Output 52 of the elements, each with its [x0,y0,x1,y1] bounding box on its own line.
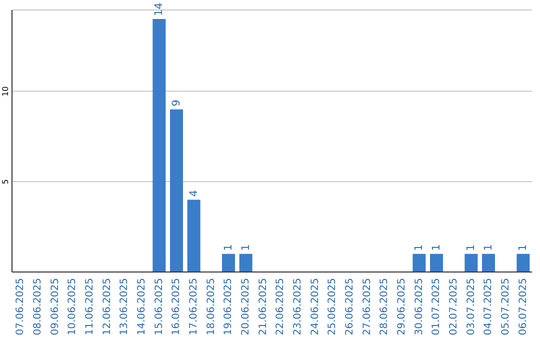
data-label: 1 [482,244,494,251]
x-tick-label: 02.07.2025 [448,278,460,336]
x-tick-label: 09.06.2025 [50,278,61,336]
bar [516,254,530,272]
x-tick-label: 08.06.2025 [32,278,44,336]
bar [152,19,166,272]
x-tick-label: 25.06.2025 [327,278,338,336]
data-label: 14 [153,2,166,16]
data-label: 1 [430,244,442,251]
data-label: 4 [188,190,200,197]
y-tick-label: 10 [1,86,10,96]
bar [239,254,252,272]
data-label: 9 [170,100,182,106]
x-tick-label: 07.06.2025 [15,278,26,336]
x-tick-label: 12.06.2025 [102,278,113,336]
x-tick-label: 19.06.2025 [223,278,234,336]
x-tick-label: 21.06.2025 [258,278,269,336]
x-tick-label: 06.07.2025 [518,278,529,336]
bar [187,200,200,272]
x-tick-label: 26.06.2025 [344,278,356,336]
y-tick-label: 5 [1,179,10,184]
data-label: 1 [222,244,234,251]
bar [482,254,495,272]
x-tick-label: 01.07.2025 [431,278,442,336]
x-tick-label: 24.06.2025 [310,278,321,336]
x-tick-label: 10.06.2025 [67,278,78,336]
data-label: 1 [465,244,478,251]
bar [170,109,183,272]
x-tick-label: 30.06.2025 [414,278,425,336]
x-tick-label: 20.06.2025 [240,278,252,336]
x-tick-label: 29.06.2025 [396,278,408,336]
bar [412,254,426,272]
x-tick-label: 28.06.2025 [379,278,390,336]
bar [222,254,235,272]
x-tick-label: 18.06.2025 [206,278,217,336]
x-tick-label: 16.06.2025 [171,278,182,336]
x-tick-label: 22.06.2025 [275,278,286,336]
bar [430,254,443,272]
x-tick-label: 23.06.2025 [292,278,304,336]
x-tick-label: 14.06.2025 [136,278,148,336]
data-label: 1 [240,244,252,251]
x-tick-label: 05.07.2025 [500,278,512,336]
x-tick-label: 04.07.2025 [483,278,494,336]
data-label: 1 [517,244,530,251]
bar [464,254,478,272]
x-tick-label: 03.07.2025 [466,278,477,336]
x-tick-label: 13.06.2025 [119,278,130,336]
x-tick-label: 15.06.2025 [154,278,165,336]
x-tick-label: 17.06.2025 [188,278,200,336]
x-tick-label: 11.06.2025 [84,278,96,336]
data-label: 1 [413,244,426,251]
x-tick-label: 27.06.2025 [362,278,373,336]
